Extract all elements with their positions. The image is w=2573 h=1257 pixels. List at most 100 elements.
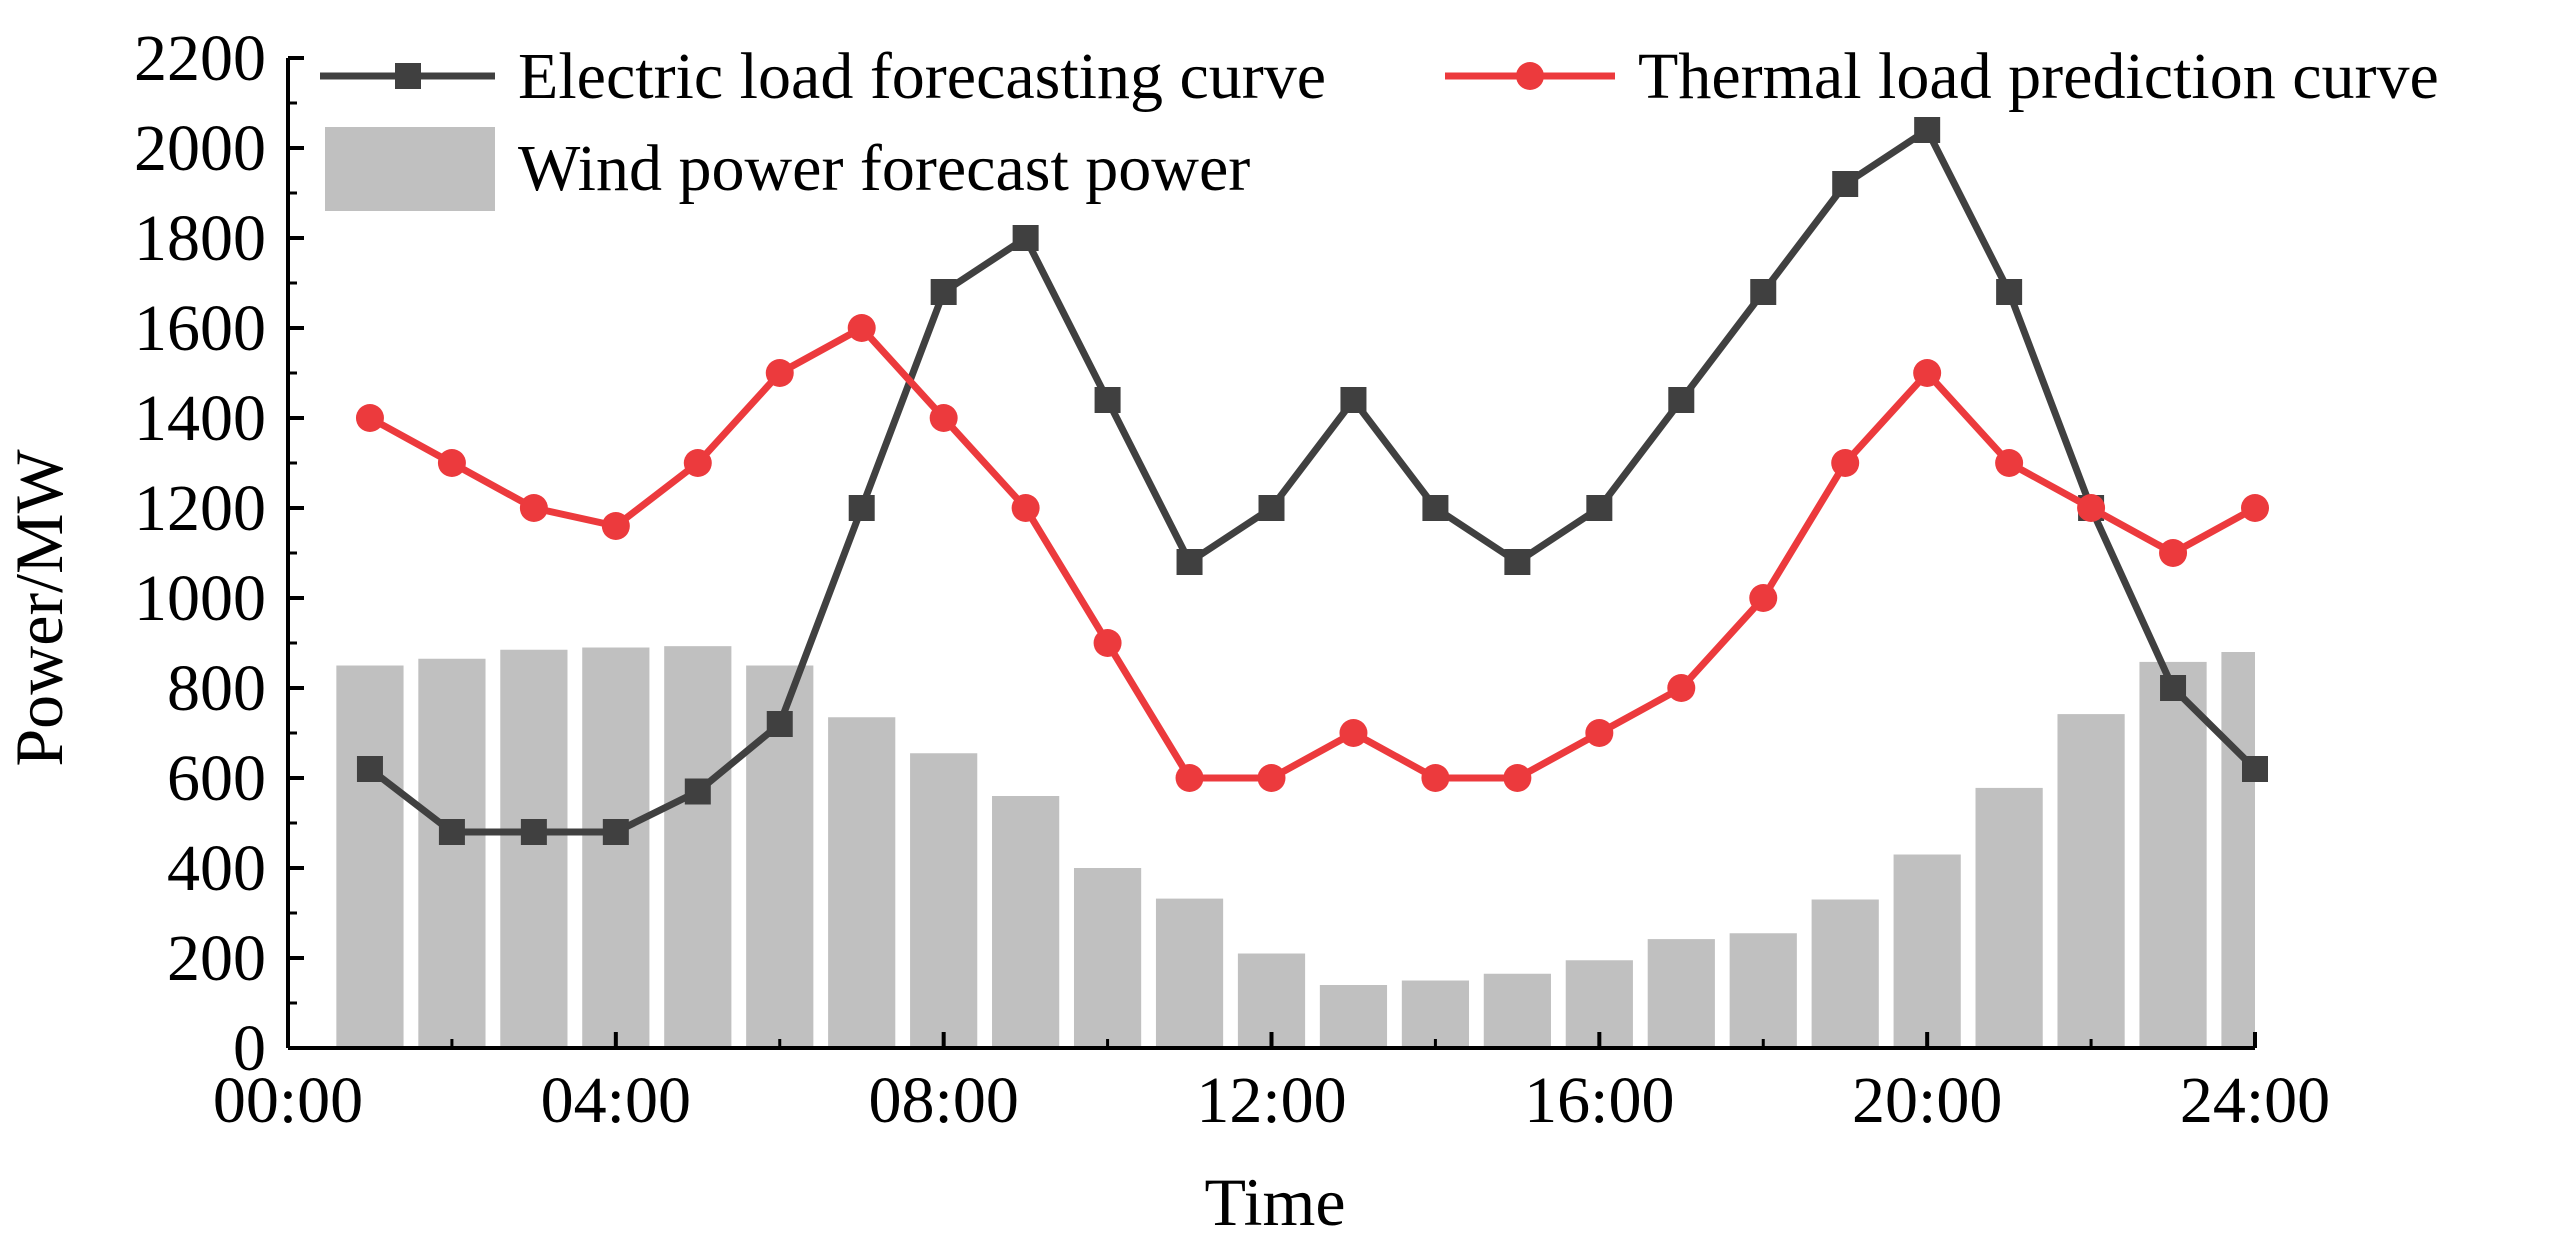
bar-11 (1155, 898, 1224, 1048)
bar-5 (664, 646, 732, 1048)
electric-load-point-7 (848, 495, 875, 521)
y-axis-title: Power/MW (1, 449, 77, 767)
electric-load-point-12 (1258, 495, 1285, 521)
y-tick-label: 2200 (134, 22, 266, 95)
x-axis-title: Time (1204, 1164, 1345, 1240)
electric-load-point-17 (1668, 387, 1695, 413)
electric-load-point-19 (1832, 171, 1859, 197)
thermal-load-point-14 (1421, 764, 1450, 792)
legend-electric-marker (395, 63, 421, 89)
y-tick-label: 2000 (134, 112, 266, 185)
line-series-group (355, 117, 2269, 845)
legend-thermal-label: Thermal load prediction curve (1638, 40, 2439, 113)
electric-load-point-21 (1996, 279, 2023, 305)
thermal-load-point-23 (2159, 539, 2188, 567)
thermal-load-point-4 (601, 512, 630, 540)
thermal-load-point-20 (1913, 359, 1942, 387)
thermal-load-point-19 (1831, 449, 1860, 477)
legend: Electric load forecasting curve Thermal l… (320, 40, 2439, 211)
axes (286, 56, 2257, 1050)
bar-3 (500, 649, 568, 1048)
y-tick-label: 800 (167, 652, 266, 725)
bar-22 (2057, 714, 2125, 1048)
electric-load-point-23 (2160, 675, 2187, 701)
bar-18 (1729, 933, 1797, 1048)
thermal-load-point-17 (1667, 674, 1696, 702)
legend-wind-label: Wind power forecast power (518, 132, 1250, 205)
bar-2 (418, 658, 486, 1048)
bar-23 (2139, 661, 2207, 1048)
electric-load-point-2 (438, 819, 465, 845)
x-tick-label: 00:00 (213, 1064, 363, 1137)
electric-load-point-18 (1750, 279, 1777, 305)
electric-load-point-20 (1914, 117, 1941, 143)
legend-thermal-marker (1516, 62, 1544, 90)
thermal-load-point-3 (519, 494, 548, 522)
bar-8 (910, 753, 978, 1048)
y-tick-label: 600 (167, 742, 266, 815)
thermal-load-point-10 (1093, 629, 1122, 657)
electric-load-point-13 (1340, 387, 1367, 413)
bar-1 (336, 665, 404, 1048)
y-tick-label: 1600 (134, 292, 266, 365)
y-tick-label: 1200 (134, 472, 266, 545)
thermal-load-point-24 (2241, 494, 2269, 522)
thermal-load-point-13 (1339, 719, 1368, 747)
thermal-load-point-11 (1175, 764, 1204, 792)
thermal-load-point-9 (1011, 494, 1040, 522)
thermal-load-point-16 (1585, 719, 1614, 747)
thermal-load-point-1 (355, 404, 384, 432)
x-tick-label: 24:00 (2180, 1064, 2330, 1137)
electric-load-point-1 (356, 756, 383, 782)
bar-10 (1073, 868, 1142, 1048)
bar-21 (1975, 787, 2043, 1048)
bar-7 (828, 717, 896, 1048)
y-tick-label: 0 (233, 1012, 266, 1085)
bar-15 (1483, 973, 1551, 1048)
y-tick-label: 400 (167, 832, 266, 905)
thermal-load-point-12 (1257, 764, 1286, 792)
bar-17 (1647, 939, 1715, 1048)
bar-13 (1319, 985, 1388, 1048)
bar-4 (582, 647, 650, 1048)
thermal-load-point-5 (683, 449, 712, 477)
x-tick-label: 16:00 (1524, 1064, 1674, 1137)
x-tick-label: 20:00 (1852, 1064, 2002, 1137)
electric-load-point-3 (520, 819, 547, 845)
y-tick-label: 1400 (134, 382, 266, 455)
electric-load-point-24 (2242, 756, 2268, 782)
bar-19 (1811, 899, 1879, 1048)
x-tick-label: 04:00 (541, 1064, 691, 1137)
bar-9 (992, 796, 1060, 1048)
thermal-load-point-15 (1503, 764, 1532, 792)
electric-load-point-4 (602, 819, 629, 845)
legend-electric-label: Electric load forecasting curve (518, 40, 1326, 113)
x-tick-label: 12:00 (1196, 1064, 1346, 1137)
electric-load-point-16 (1586, 495, 1613, 521)
electric-load-point-8 (930, 279, 957, 305)
bar-20 (1893, 854, 1961, 1048)
bar-14 (1401, 980, 1470, 1048)
electric-load-point-9 (1012, 225, 1039, 251)
legend-wind-swatch (325, 127, 495, 211)
electric-load-point-14 (1422, 495, 1449, 521)
thermal-load-line (368, 324, 2257, 782)
y-tick-label: 1000 (134, 562, 266, 635)
bar-series-wind (336, 646, 2255, 1048)
electric-load-point-6 (766, 711, 793, 737)
thermal-load-point-7 (847, 314, 876, 342)
thermal-load-point-22 (2077, 494, 2106, 522)
thermal-load-point-2 (437, 449, 466, 477)
thermal-load-point-21 (1995, 449, 2024, 477)
electric-load-point-5 (684, 778, 711, 805)
thermal-load-point-6 (765, 359, 794, 387)
bar-24 (2221, 652, 2255, 1048)
x-tick-label: 08:00 (868, 1064, 1018, 1137)
electric-load-point-10 (1094, 387, 1121, 413)
electric-load-line (367, 126, 2258, 836)
tick-labels: 0 200 400 600 800 1000 1200 1400 1600 1800 2000 220… (134, 22, 2330, 1137)
electric-load-point-11 (1176, 549, 1203, 575)
thermal-load-point-18 (1749, 584, 1778, 612)
